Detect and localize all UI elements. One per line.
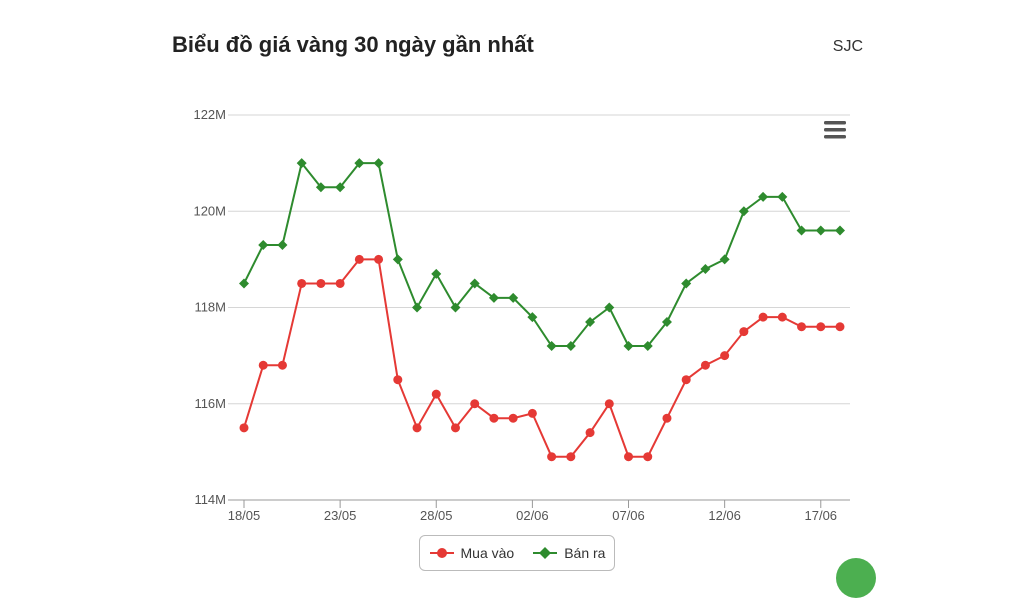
data-point-sell[interactable] <box>738 206 749 217</box>
data-point-sell[interactable] <box>450 302 461 313</box>
data-point-sell[interactable] <box>373 158 384 169</box>
data-point-buy[interactable] <box>835 322 845 332</box>
hamburger-icon[interactable] <box>824 121 846 139</box>
buy-marker-icon <box>429 548 454 558</box>
data-point-buy[interactable] <box>566 452 576 462</box>
data-point-buy[interactable] <box>450 423 460 433</box>
data-point-sell[interactable] <box>777 191 788 202</box>
x-tick-label: 23/05 <box>324 508 357 523</box>
data-point-buy[interactable] <box>470 399 480 409</box>
data-point-sell[interactable] <box>681 278 692 289</box>
y-tick-label: 116M <box>194 396 226 411</box>
y-tick-label: 122M <box>193 107 226 122</box>
legend-label-buy: Mua vào <box>460 545 515 561</box>
data-point-buy[interactable] <box>643 452 653 462</box>
data-point-sell[interactable] <box>700 264 711 274</box>
data-point-buy[interactable] <box>604 399 614 409</box>
corner-decoration <box>836 558 876 598</box>
data-point-sell[interactable] <box>546 341 557 351</box>
data-point-sell[interactable] <box>239 278 249 289</box>
data-point-buy[interactable] <box>316 278 326 288</box>
data-point-sell[interactable] <box>469 278 480 289</box>
data-point-buy[interactable] <box>239 423 249 433</box>
data-point-buy[interactable] <box>297 278 307 288</box>
data-point-buy[interactable] <box>258 360 268 370</box>
data-point-buy[interactable] <box>508 413 518 423</box>
data-point-sell[interactable] <box>412 302 423 313</box>
data-point-sell[interactable] <box>508 292 519 303</box>
page-title: Biểu đồ giá vàng 30 ngày gần nhất <box>172 32 534 57</box>
data-point-sell[interactable] <box>277 239 288 250</box>
data-point-buy[interactable] <box>758 312 768 322</box>
series-line-buy <box>243 258 840 458</box>
x-tick-label: 17/06 <box>805 508 838 523</box>
data-point-sell[interactable] <box>585 316 596 327</box>
data-point-buy[interactable] <box>720 351 730 361</box>
data-point-buy[interactable] <box>412 423 422 433</box>
data-point-buy[interactable] <box>681 375 691 385</box>
data-point-sell[interactable] <box>392 254 403 265</box>
chart-menu-button[interactable] <box>820 117 850 143</box>
data-point-buy[interactable] <box>739 327 749 337</box>
y-axis-ticks: 114M 116M 118M 120M 122M <box>193 107 226 507</box>
data-point-sell[interactable] <box>642 341 653 351</box>
data-point-sell[interactable] <box>335 182 346 193</box>
data-point-buy[interactable] <box>489 413 499 423</box>
data-point-buy[interactable] <box>797 322 807 332</box>
data-point-sell[interactable] <box>604 302 615 313</box>
x-axis: 18/05 23/05 28/05 02/06 07/06 12/06 17/06 <box>228 499 850 523</box>
line-chart: 114M 116M 118M 120M 122M 18/05 23/05 28/05 02/0… <box>193 107 850 523</box>
data-point-buy[interactable] <box>335 278 345 288</box>
data-point-sell[interactable] <box>758 191 769 202</box>
data-point-sell[interactable] <box>527 312 538 323</box>
data-point-buy[interactable] <box>624 452 634 462</box>
y-tick-label: 114M <box>194 492 226 507</box>
data-point-sell[interactable] <box>623 341 634 351</box>
series-group <box>239 158 845 462</box>
data-point-buy[interactable] <box>277 360 287 370</box>
data-point-sell[interactable] <box>815 225 826 236</box>
data-point-sell[interactable] <box>431 268 442 279</box>
data-point-buy[interactable] <box>431 389 441 399</box>
x-tick-label: 02/06 <box>516 508 549 523</box>
data-point-sell[interactable] <box>835 225 845 236</box>
x-tick-label: 12/06 <box>708 508 741 523</box>
legend-item-sell[interactable]: Bán ra <box>532 545 605 561</box>
grid-lines <box>228 114 850 405</box>
data-point-sell[interactable] <box>354 158 365 169</box>
data-point-sell[interactable] <box>296 158 307 169</box>
data-point-sell[interactable] <box>719 254 730 265</box>
data-point-sell[interactable] <box>565 341 576 351</box>
data-point-buy[interactable] <box>700 360 710 370</box>
legend-item-buy[interactable]: Mua vào <box>429 545 515 561</box>
data-point-buy[interactable] <box>777 312 787 322</box>
data-point-buy[interactable] <box>393 375 403 385</box>
legend-label-sell: Bán ra <box>564 545 606 561</box>
data-point-buy[interactable] <box>354 254 364 264</box>
y-tick-label: 118M <box>194 300 226 315</box>
data-point-buy[interactable] <box>816 322 826 332</box>
data-point-sell[interactable] <box>258 239 269 250</box>
data-point-sell[interactable] <box>796 225 807 236</box>
data-point-sell[interactable] <box>488 292 499 303</box>
x-tick-label: 07/06 <box>612 508 645 523</box>
series-line-sell <box>243 160 840 347</box>
brand-label[interactable]: SJC <box>832 38 863 55</box>
data-point-sell[interactable] <box>315 182 326 193</box>
data-point-buy[interactable] <box>527 408 537 418</box>
data-point-buy[interactable] <box>585 428 595 438</box>
x-tick-label: 28/05 <box>420 508 453 523</box>
data-point-buy[interactable] <box>547 452 557 462</box>
sell-marker-icon <box>533 547 558 559</box>
data-point-buy[interactable] <box>374 254 384 264</box>
y-tick-label: 120M <box>193 203 226 218</box>
chart-legend: Mua vào Bán ra <box>419 535 615 571</box>
data-point-sell[interactable] <box>661 316 672 327</box>
data-point-buy[interactable] <box>662 413 672 423</box>
x-tick-label: 18/05 <box>228 508 261 523</box>
